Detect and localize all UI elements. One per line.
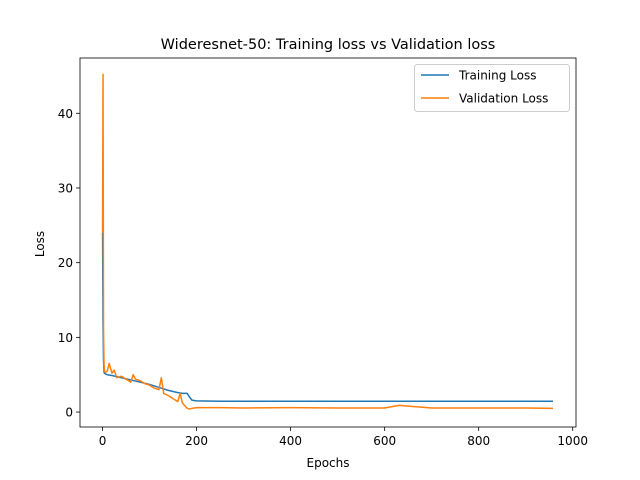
x-tick-label: 400: [279, 434, 302, 448]
x-tick-label: 200: [185, 434, 208, 448]
y-tick-label: 20: [58, 256, 73, 270]
legend-label-training-loss: Training Loss: [458, 69, 536, 83]
x-axis-label: Epochs: [307, 456, 350, 470]
plot-series: [101, 73, 553, 410]
chart-title: Wideresnet-50: Training loss vs Validati…: [161, 37, 496, 53]
x-axis-ticks: 0 200 400 600 800 1000: [99, 427, 588, 448]
x-tick-label: 1000: [557, 434, 588, 448]
y-tick-label: 10: [58, 331, 73, 345]
legend: Training Loss Validation Loss: [414, 64, 570, 112]
y-axis-ticks: 0 10 20 30 40: [58, 107, 80, 420]
series-line-training-loss: [101, 232, 553, 402]
x-tick-label: 800: [467, 434, 490, 448]
series-line-validation-loss: [101, 73, 553, 410]
axes-border: [79, 57, 577, 428]
y-tick-label: 0: [65, 406, 73, 420]
x-tick-label: 600: [373, 434, 396, 448]
legend-label-validation-loss: Validation Loss: [459, 92, 548, 106]
x-tick-label: 0: [99, 434, 107, 448]
y-axis-label: Loss: [33, 231, 47, 257]
axes-frame: [79, 57, 577, 428]
legend-frame: [414, 64, 570, 112]
y-tick-label: 30: [58, 181, 73, 195]
y-tick-label: 40: [58, 107, 73, 121]
